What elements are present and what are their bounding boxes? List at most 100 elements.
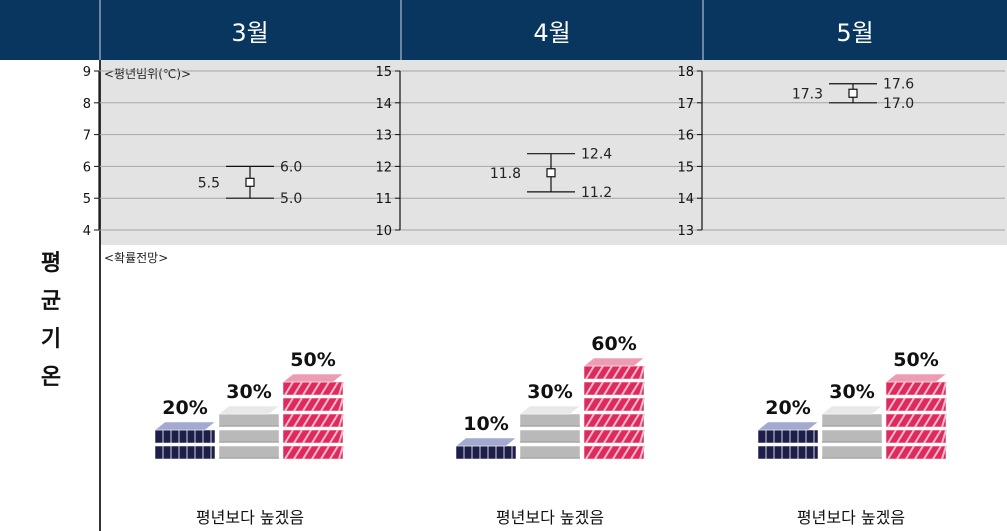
row-label-char: 균	[40, 289, 62, 314]
stack-above-top	[583, 357, 645, 367]
stack-normal-slab	[519, 445, 581, 460]
y-tick-label: 6	[83, 160, 91, 175]
stack-below-slab	[757, 445, 819, 460]
slab-pattern	[630, 397, 640, 412]
mean-marker	[848, 88, 858, 98]
mean-value-label: 11.8	[490, 166, 521, 182]
slab-pattern	[914, 429, 924, 444]
header-month-label: 3월	[231, 18, 269, 47]
stack-above-top	[885, 373, 947, 383]
y-tick-label: 16	[677, 129, 694, 144]
slab-pattern	[887, 429, 897, 444]
slab-pattern	[630, 365, 640, 380]
slab-pattern	[887, 413, 897, 428]
probability-label: 20%	[765, 397, 810, 419]
slab-pattern	[320, 397, 330, 412]
y-tick-label: 13	[677, 224, 694, 239]
slab-pattern	[329, 397, 339, 412]
y-tick-label: 4	[83, 224, 91, 239]
y-tick-label: 9	[83, 65, 91, 80]
stack-below-top	[455, 437, 517, 447]
slab-pattern	[630, 381, 640, 396]
y-tick-label: 14	[677, 192, 694, 207]
header-divider	[400, 0, 402, 60]
probability-label: 30%	[829, 381, 874, 403]
slab-pattern	[923, 445, 933, 460]
slab-pattern	[311, 445, 321, 460]
slab-pattern	[941, 445, 947, 460]
slab-pattern	[329, 429, 339, 444]
slab-pattern	[603, 413, 613, 428]
slab-pattern	[914, 381, 924, 396]
slab-pattern	[905, 445, 915, 460]
slab-pattern	[639, 413, 645, 428]
slab-pattern	[302, 445, 312, 460]
slab-pattern	[320, 445, 330, 460]
y-tick-label: 11	[375, 192, 392, 207]
slab-pattern	[896, 381, 906, 396]
y-tick-label: 7	[83, 129, 91, 144]
slab-pattern	[311, 381, 321, 396]
slab-pattern	[338, 445, 344, 460]
slab-pattern	[932, 413, 942, 428]
slab-pattern	[338, 413, 344, 428]
slab-pattern	[293, 381, 303, 396]
slab-pattern	[621, 445, 631, 460]
probability-label: 50%	[290, 349, 335, 371]
slab-pattern	[630, 445, 640, 460]
slab-pattern	[639, 365, 645, 380]
header-month-label: 4월	[533, 18, 571, 47]
slab-pattern	[612, 429, 622, 444]
mean-value-label: 5.5	[198, 175, 220, 191]
row-divider	[99, 60, 101, 531]
probability-label: 50%	[893, 349, 938, 371]
slab-pattern	[320, 429, 330, 444]
stack-normal-slab	[218, 413, 280, 428]
slab-pattern	[293, 429, 303, 444]
slab-pattern	[311, 429, 321, 444]
slab-pattern	[612, 381, 622, 396]
slab-pattern	[284, 413, 294, 428]
slab-pattern	[284, 445, 294, 460]
slab-pattern	[320, 413, 330, 428]
slab-pattern	[941, 429, 947, 444]
slab-pattern	[941, 397, 947, 412]
slab-pattern	[311, 413, 321, 428]
slab-pattern	[914, 445, 924, 460]
row-label-char: 기	[40, 327, 62, 352]
slab-pattern	[612, 397, 622, 412]
slab-pattern	[887, 445, 897, 460]
slab-pattern	[603, 445, 613, 460]
forecast-caption: 평년보다 높겠음	[495, 508, 605, 527]
probability-label: 10%	[463, 413, 508, 435]
slab-pattern	[612, 413, 622, 428]
slab-pattern	[293, 397, 303, 412]
row-label: 평 균 기 온	[36, 245, 66, 397]
slab-pattern	[594, 397, 604, 412]
mean-value-label: 17.3	[792, 86, 823, 102]
slab-pattern	[329, 381, 339, 396]
slab-pattern	[603, 397, 613, 412]
y-tick-label: 14	[375, 97, 392, 112]
forecast-caption: 평년보다 높겠음	[796, 508, 906, 527]
slab-pattern	[621, 429, 631, 444]
slab-pattern	[284, 397, 294, 412]
slab-pattern	[585, 445, 595, 460]
slab-pattern	[932, 445, 942, 460]
slab-pattern	[302, 397, 312, 412]
stack-below-slab	[154, 445, 216, 460]
probability-label: 20%	[162, 397, 207, 419]
slab-pattern	[621, 413, 631, 428]
stack-normal-slab	[519, 413, 581, 428]
slab-pattern	[887, 397, 897, 412]
probability-label: 30%	[226, 381, 271, 403]
slab-pattern	[639, 397, 645, 412]
slab-pattern	[941, 381, 947, 396]
header-divider	[702, 0, 704, 60]
probability-label: 30%	[527, 381, 572, 403]
stack-below-top	[154, 421, 216, 431]
header-divider	[99, 0, 101, 60]
header-month-3: 5월	[703, 0, 1007, 60]
slab-pattern	[896, 397, 906, 412]
slab-pattern	[896, 445, 906, 460]
